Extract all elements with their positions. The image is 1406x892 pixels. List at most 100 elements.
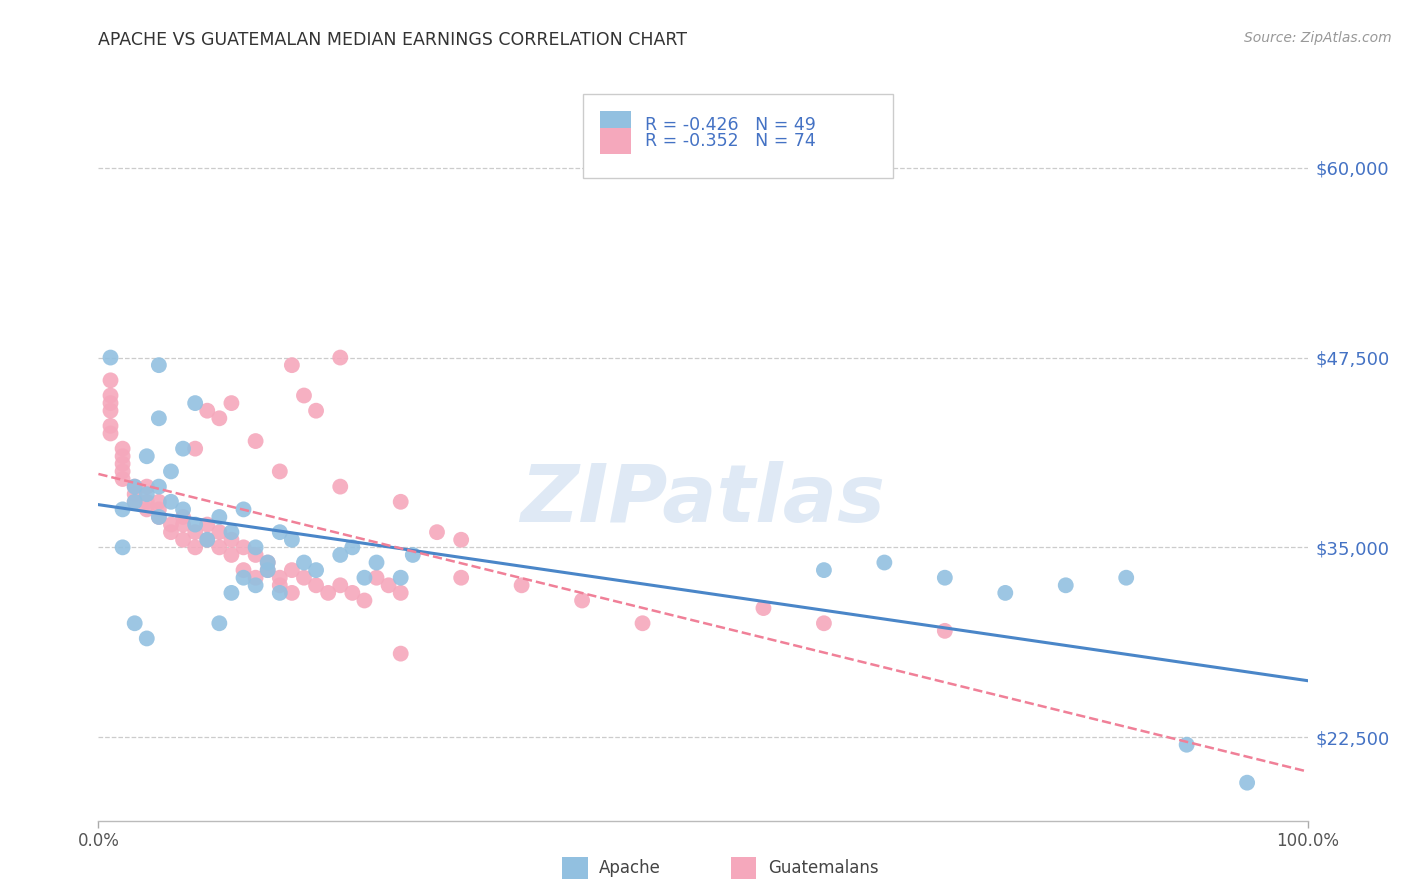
Point: [160, 517, 183, 532]
Point: [124, 480, 146, 494]
Point: [256, 563, 278, 577]
Text: APACHE VS GUATEMALAN MEDIAN EARNINGS CORRELATION CHART: APACHE VS GUATEMALAN MEDIAN EARNINGS COR…: [98, 31, 688, 49]
Point: [100, 351, 122, 365]
Point: [100, 426, 122, 441]
Point: [148, 480, 170, 494]
Point: [329, 351, 352, 365]
Point: [195, 533, 218, 547]
Point: [184, 396, 207, 410]
Point: [245, 578, 267, 592]
Point: [426, 525, 449, 540]
Point: [353, 571, 375, 585]
Point: [100, 388, 122, 402]
Text: Guatemalans: Guatemalans: [768, 859, 879, 877]
Point: [281, 533, 304, 547]
Point: [208, 411, 231, 425]
Point: [124, 495, 146, 509]
Point: [184, 525, 207, 540]
Point: [813, 563, 835, 577]
Point: [221, 533, 243, 547]
Point: [281, 563, 304, 577]
Point: [148, 510, 170, 524]
Point: [292, 556, 315, 570]
Text: R = -0.352   N = 74: R = -0.352 N = 74: [645, 132, 815, 150]
Point: [389, 647, 412, 661]
Point: [124, 495, 146, 509]
Point: [160, 525, 183, 540]
Point: [195, 403, 218, 417]
Point: [1175, 738, 1198, 752]
Point: [353, 593, 375, 607]
Point: [342, 586, 364, 600]
Point: [813, 616, 835, 631]
Point: [208, 510, 231, 524]
Point: [752, 601, 775, 615]
Point: [172, 510, 194, 524]
Point: [389, 495, 412, 509]
Point: [329, 480, 352, 494]
Point: [135, 502, 157, 516]
Point: [245, 571, 267, 585]
Point: [221, 396, 243, 410]
Point: [389, 586, 412, 600]
Point: [269, 525, 291, 540]
Point: [256, 563, 278, 577]
Point: [208, 541, 231, 555]
Point: [124, 480, 146, 494]
Point: [256, 556, 278, 570]
Point: [232, 563, 254, 577]
Point: [111, 457, 134, 471]
Point: [111, 541, 134, 555]
Point: [329, 578, 352, 592]
Point: [450, 571, 472, 585]
Point: [221, 548, 243, 562]
Point: [305, 578, 328, 592]
Point: [172, 442, 194, 456]
Point: [873, 556, 896, 570]
Point: [111, 449, 134, 463]
Point: [1054, 578, 1077, 592]
Text: Source: ZipAtlas.com: Source: ZipAtlas.com: [1244, 31, 1392, 45]
Point: [135, 632, 157, 646]
Point: [329, 548, 352, 562]
Point: [100, 396, 122, 410]
Point: [402, 548, 425, 562]
Point: [377, 578, 399, 592]
Point: [172, 517, 194, 532]
Text: R = -0.426   N = 49: R = -0.426 N = 49: [645, 116, 817, 134]
Point: [172, 533, 194, 547]
Point: [111, 465, 134, 479]
Point: [124, 616, 146, 631]
Point: [135, 495, 157, 509]
Point: [100, 373, 122, 387]
Point: [148, 358, 170, 372]
Point: [281, 358, 304, 372]
Point: [208, 525, 231, 540]
Point: [366, 556, 388, 570]
Point: [305, 403, 328, 417]
Point: [389, 571, 412, 585]
Point: [232, 502, 254, 516]
Point: [195, 533, 218, 547]
Point: [510, 578, 533, 592]
Point: [100, 418, 122, 433]
Point: [148, 495, 170, 509]
Text: ZIPatlas: ZIPatlas: [520, 460, 886, 539]
Point: [292, 571, 315, 585]
Point: [135, 480, 157, 494]
Point: [184, 442, 207, 456]
Point: [232, 571, 254, 585]
Point: [1236, 775, 1258, 789]
Point: [245, 541, 267, 555]
Point: [184, 517, 207, 532]
Point: [994, 586, 1017, 600]
Point: [124, 487, 146, 501]
Point: [316, 586, 339, 600]
Point: [232, 541, 254, 555]
Point: [292, 388, 315, 402]
Point: [245, 434, 267, 448]
Point: [160, 465, 183, 479]
Point: [281, 586, 304, 600]
Point: [269, 578, 291, 592]
Point: [366, 571, 388, 585]
